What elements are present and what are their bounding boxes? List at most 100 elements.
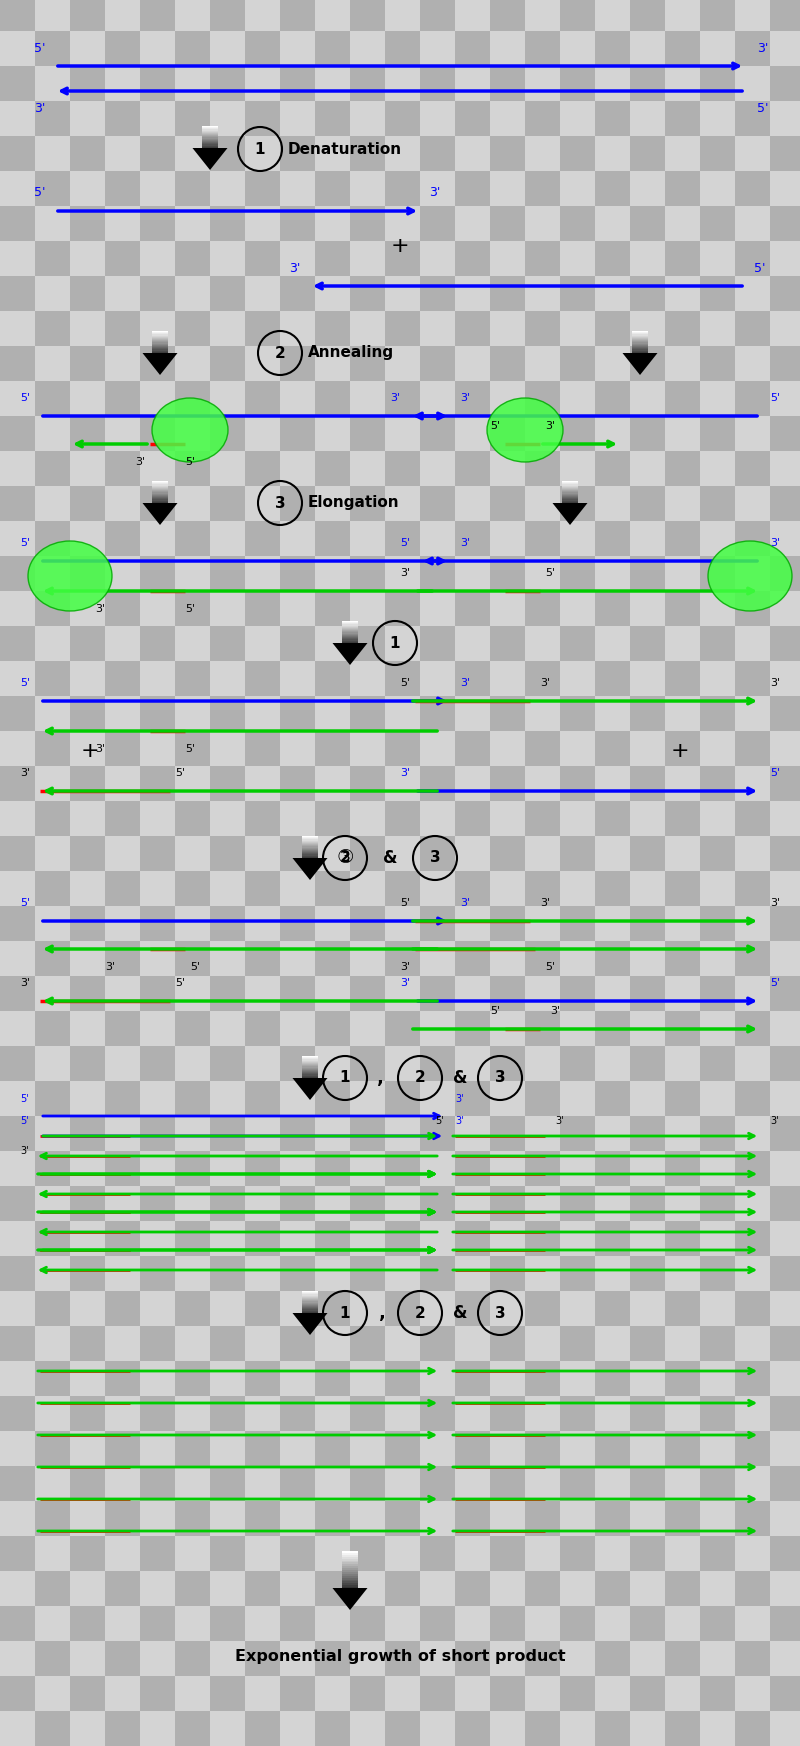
Bar: [280, 1432, 315, 1467]
Text: 1: 1: [340, 1306, 350, 1320]
Bar: [70, 136, 105, 171]
Bar: [455, 1536, 490, 1571]
Text: 5': 5': [185, 604, 195, 615]
Bar: [245, 1290, 280, 1325]
Bar: [735, 766, 770, 801]
Bar: [455, 171, 490, 206]
Bar: [525, 1536, 560, 1571]
Bar: [560, 1290, 595, 1325]
Bar: [455, 311, 490, 346]
Bar: [140, 1255, 175, 1290]
Bar: [105, 871, 140, 906]
Bar: [490, 276, 525, 311]
Bar: [700, 1255, 735, 1290]
Bar: [245, 171, 280, 206]
Bar: [315, 101, 350, 136]
Text: 3': 3': [758, 42, 769, 54]
Bar: [35, 941, 70, 976]
Bar: [525, 206, 560, 241]
Bar: [490, 941, 525, 976]
Bar: [245, 485, 280, 520]
Bar: [560, 906, 595, 941]
Bar: [630, 1220, 665, 1255]
Bar: [770, 1536, 800, 1571]
Bar: [175, 801, 210, 836]
Bar: [210, 31, 245, 66]
Bar: [350, 416, 385, 450]
Bar: [700, 1290, 735, 1325]
Bar: [630, 346, 665, 381]
Bar: [420, 1046, 455, 1081]
Text: ,: ,: [378, 1304, 386, 1322]
Bar: [350, 1220, 385, 1255]
Bar: [560, 450, 595, 485]
Bar: [490, 1676, 525, 1711]
Bar: [175, 766, 210, 801]
Bar: [70, 311, 105, 346]
Bar: [140, 941, 175, 976]
Bar: [665, 871, 700, 906]
Bar: [105, 171, 140, 206]
Bar: [35, 871, 70, 906]
Bar: [140, 590, 175, 627]
Bar: [105, 1116, 140, 1151]
Bar: [525, 485, 560, 520]
Bar: [350, 450, 385, 485]
Bar: [280, 101, 315, 136]
Text: 3': 3': [21, 1145, 30, 1156]
Bar: [490, 555, 525, 590]
Bar: [210, 450, 245, 485]
Bar: [140, 101, 175, 136]
Bar: [70, 1606, 105, 1641]
Bar: [140, 906, 175, 941]
Bar: [455, 1676, 490, 1711]
Bar: [665, 1536, 700, 1571]
Text: 5': 5': [770, 768, 780, 779]
Text: 5': 5': [545, 962, 555, 973]
Bar: [35, 31, 70, 66]
Bar: [105, 1325, 140, 1360]
Bar: [385, 555, 420, 590]
Bar: [280, 311, 315, 346]
Bar: [280, 732, 315, 766]
Bar: [770, 1081, 800, 1116]
Bar: [700, 555, 735, 590]
Bar: [210, 1186, 245, 1220]
Bar: [175, 450, 210, 485]
Bar: [280, 0, 315, 31]
Bar: [315, 1711, 350, 1746]
Bar: [455, 766, 490, 801]
Bar: [490, 450, 525, 485]
Bar: [560, 241, 595, 276]
Bar: [35, 241, 70, 276]
Bar: [70, 627, 105, 662]
Bar: [665, 1290, 700, 1325]
Bar: [595, 450, 630, 485]
Bar: [315, 241, 350, 276]
Bar: [420, 1220, 455, 1255]
Bar: [420, 66, 455, 101]
Bar: [140, 1641, 175, 1676]
Bar: [35, 450, 70, 485]
Bar: [630, 1046, 665, 1081]
Bar: [595, 1290, 630, 1325]
Bar: [350, 1360, 385, 1397]
Bar: [35, 1641, 70, 1676]
Bar: [455, 697, 490, 732]
Bar: [420, 1325, 455, 1360]
Bar: [140, 1711, 175, 1746]
Bar: [105, 1360, 140, 1397]
Bar: [210, 766, 245, 801]
Bar: [700, 485, 735, 520]
Bar: [210, 906, 245, 941]
Bar: [630, 871, 665, 906]
Bar: [385, 976, 420, 1011]
Bar: [245, 1081, 280, 1116]
Bar: [455, 206, 490, 241]
Bar: [385, 1606, 420, 1641]
Bar: [140, 485, 175, 520]
Bar: [385, 871, 420, 906]
Bar: [140, 627, 175, 662]
Bar: [280, 520, 315, 555]
Bar: [490, 1641, 525, 1676]
